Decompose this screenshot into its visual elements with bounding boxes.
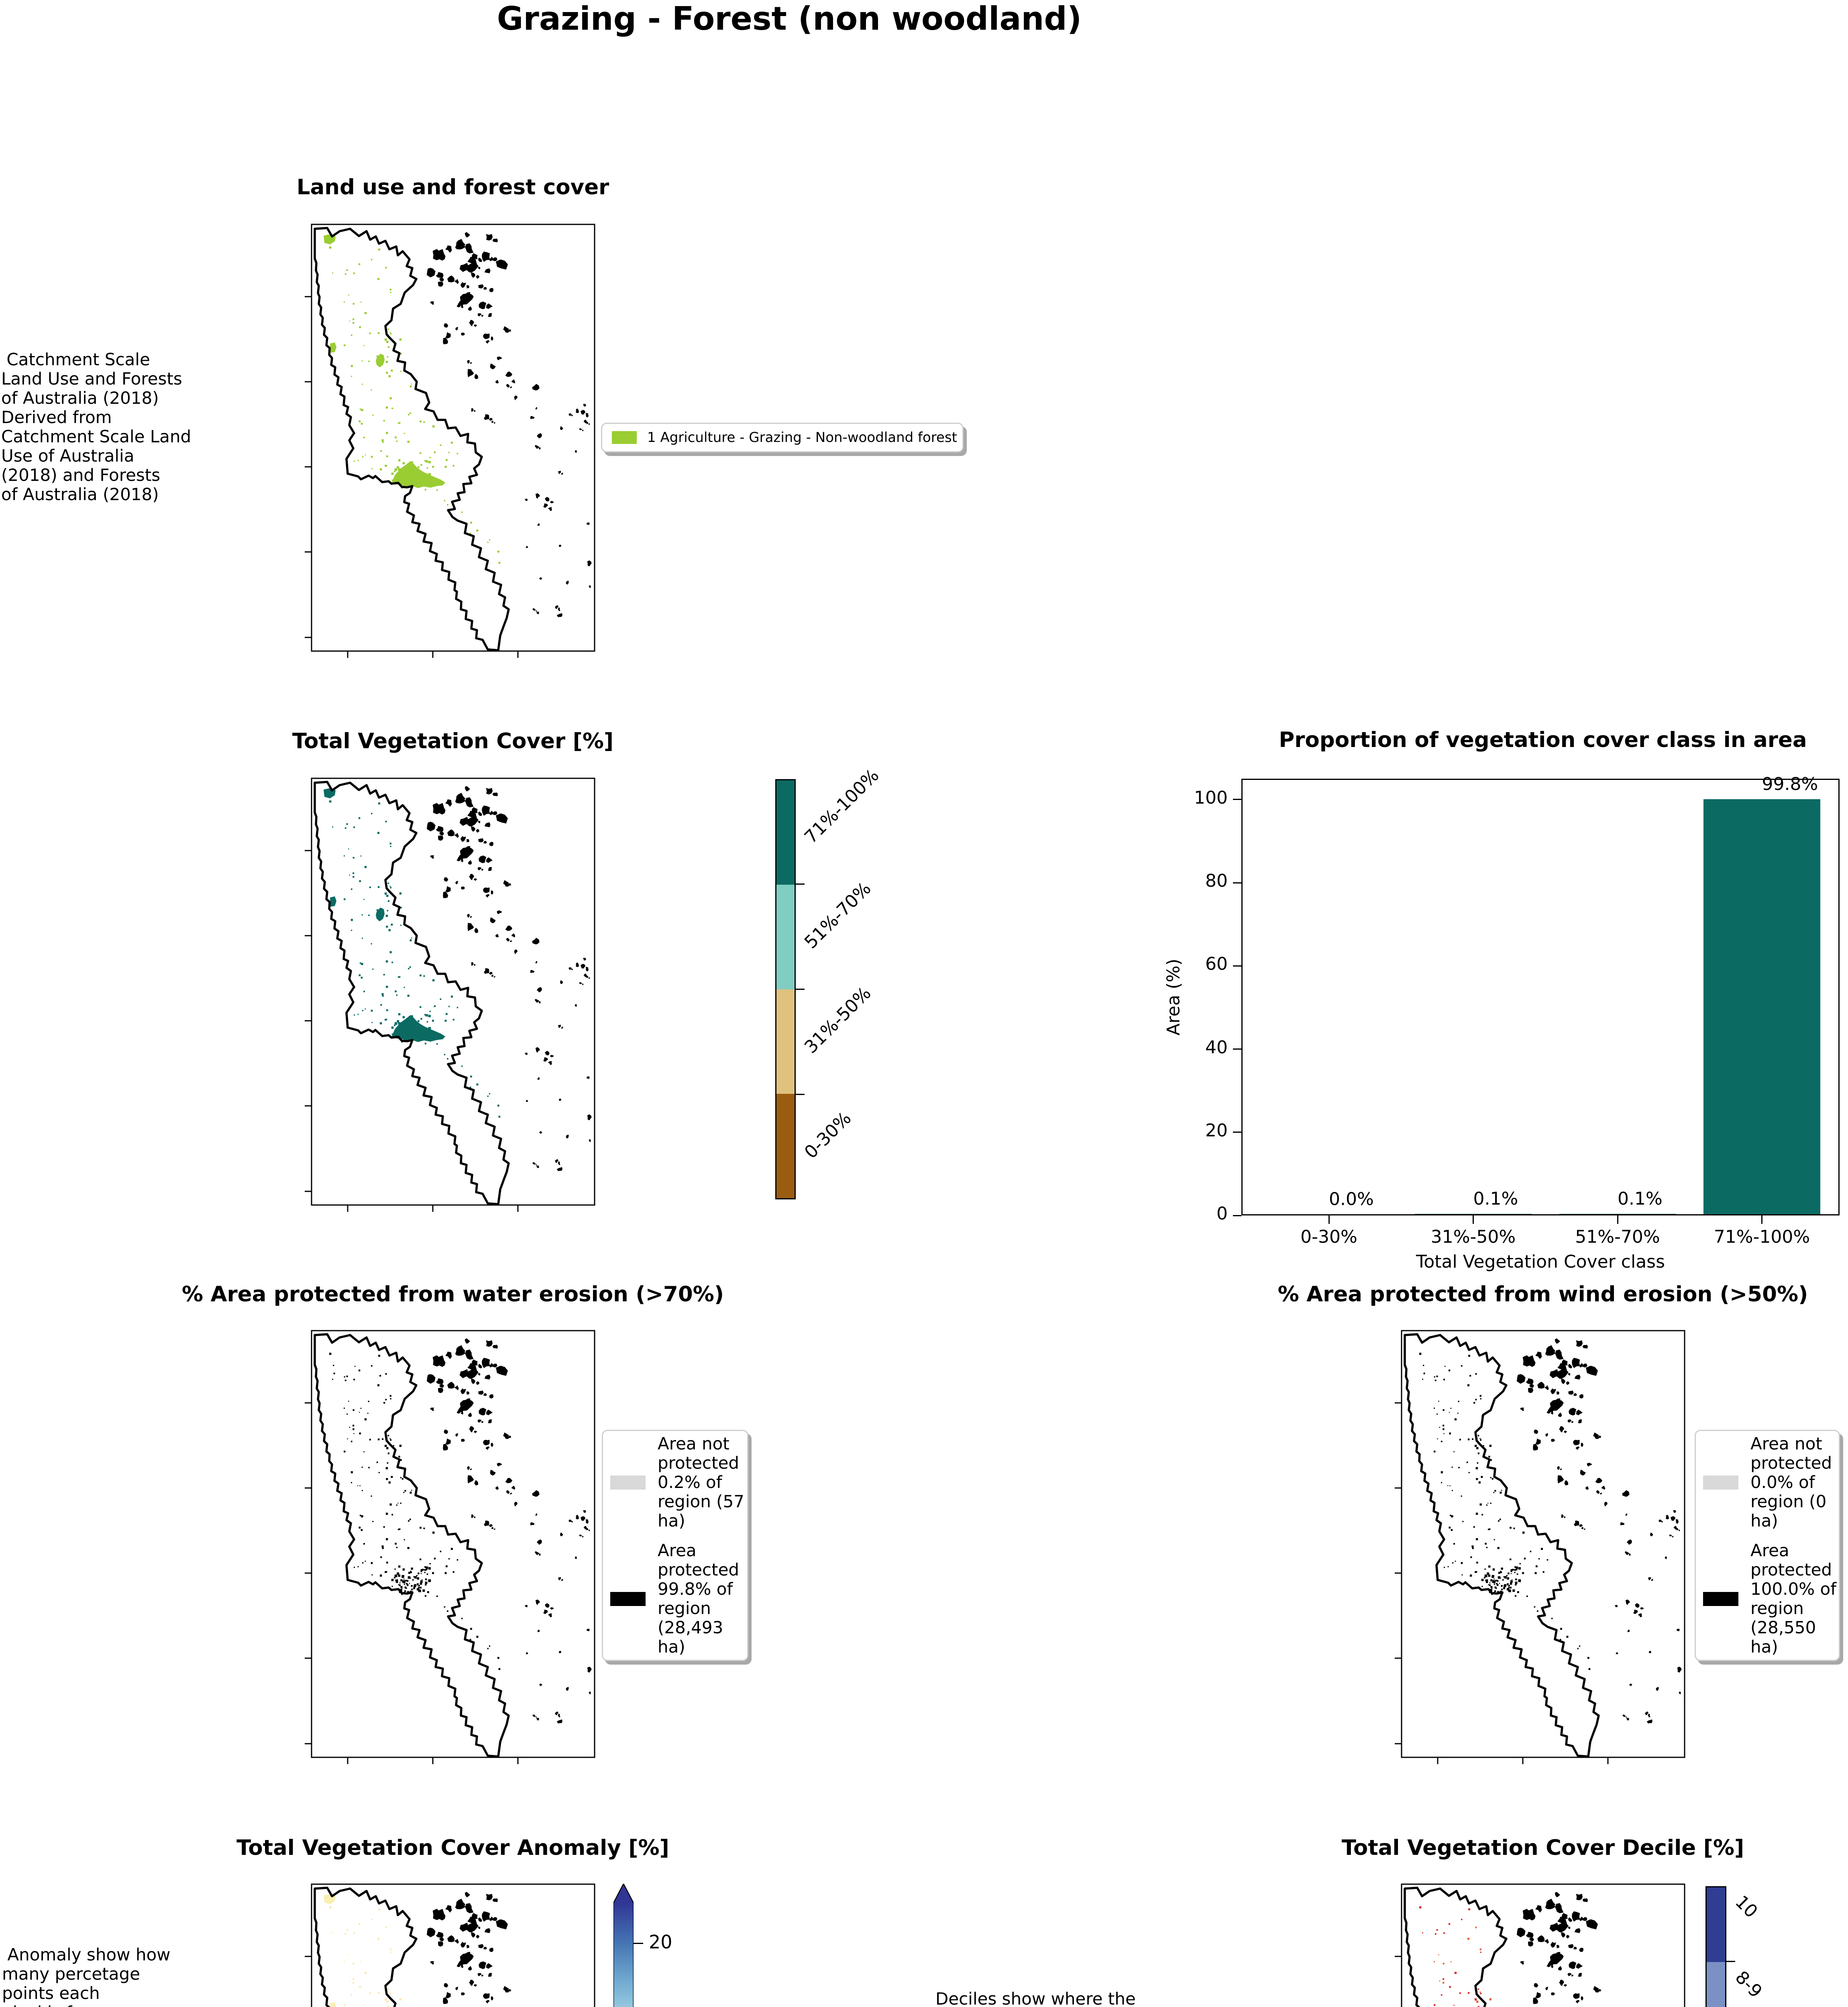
barchart-xtick-mark <box>1617 1215 1618 1224</box>
bar-value-label: 0.0% <box>1329 1189 1374 1209</box>
barchart-xtick-mark <box>1473 1215 1474 1224</box>
page-title: Grazing - Forest (non woodland) <box>497 0 1082 37</box>
anomaly-colorbar-tick: 20 <box>649 1931 672 1953</box>
landuse-legend-swatch <box>612 431 637 444</box>
landuse-caption: Catchment Scale Land Use and Forests of … <box>1 350 192 504</box>
bar-value-label: 0.1% <box>1473 1188 1518 1209</box>
bar-value-label: 0.1% <box>1618 1188 1663 1209</box>
wind-erosion-title: % Area protected from wind erosion (>50%… <box>1278 1282 1808 1307</box>
barchart-xtick: 71%-100% <box>1714 1227 1810 1247</box>
wind-erosion-legend: Area not protected 0.0% of region (0 ha)… <box>1695 1430 1840 1661</box>
vegcover-colorbar-label: 31%-50% <box>800 983 875 1058</box>
vegcover-colorbar-label: 0-30% <box>800 1108 856 1163</box>
landuse-legend: 1 Agriculture - Grazing - Non-woodland f… <box>601 423 964 452</box>
decile-caption: Deciles show where the pixel value lies … <box>935 1989 1136 2007</box>
water-erosion-legend: Area not protected 0.2% of region (57 ha… <box>602 1430 748 1661</box>
vegcover-title: Total Vegetation Cover [%] <box>292 729 614 753</box>
decile-colorbar-label: 10 <box>1731 1891 1762 1922</box>
barchart-ytick-mark <box>1233 965 1241 967</box>
water-erosion-legend-swatch-notprotected <box>610 1475 646 1490</box>
wind-erosion-map <box>1394 1330 1685 1765</box>
vegcover-colorbar-label: 51%-70% <box>800 878 875 953</box>
decile-map <box>1394 1883 1685 2007</box>
barchart-xtick-mark <box>1328 1215 1330 1224</box>
barchart-ytick-mark <box>1233 1048 1241 1050</box>
wind-erosion-legend-label-notprotected: Area not protected 0.0% of region (0 ha) <box>1750 1434 1832 1531</box>
vegcover-colorbar-tick-mark <box>796 989 805 990</box>
barchart-xtick: 0-30% <box>1300 1227 1357 1247</box>
barchart-ytick-mark <box>1233 1215 1241 1216</box>
landuse-title: Land use and forest cover <box>296 175 609 199</box>
barchart-ytick: 80 <box>1205 871 1228 892</box>
barchart-ytick: 20 <box>1205 1120 1228 1141</box>
bar-71%-100% <box>1703 799 1820 1214</box>
landuse-map <box>304 224 595 659</box>
barchart-xtick: 51%-70% <box>1575 1227 1660 1247</box>
barchart-ytick: 60 <box>1205 954 1228 975</box>
barchart-ytick-mark <box>1233 882 1241 883</box>
anomaly-colorbar-tick-mark <box>634 1942 643 1944</box>
water-erosion-legend-label-notprotected: Area not protected 0.2% of region (57 ha… <box>658 1434 745 1531</box>
vegcover-colorbar-tick-mark <box>796 1093 805 1095</box>
water-erosion-map <box>304 1330 595 1765</box>
barchart-ytick-mark <box>1233 1132 1241 1133</box>
wind-erosion-legend-swatch-protected <box>1703 1592 1738 1606</box>
decile-colorbar-tick-mark <box>1726 1961 1735 1962</box>
barchart-title: Proportion of vegetation cover class in … <box>1279 728 1807 752</box>
vegcover-map <box>304 778 595 1213</box>
bar-chart <box>1241 779 1840 1215</box>
barchart-xlabel: Total Vegetation Cover class <box>1416 1252 1665 1272</box>
vegcover-colorbar-label: 71%-100% <box>800 765 883 848</box>
decile-colorbar-label: 8-9 <box>1731 1967 1766 2002</box>
barchart-xtick-mark <box>1761 1215 1762 1224</box>
vegcover-colorbar-tick-mark <box>796 883 805 885</box>
bar-value-label: 99.8% <box>1762 773 1818 794</box>
wind-erosion-legend-label-protected: Area protected 100.0% of region (28,550 … <box>1750 1541 1836 1657</box>
anomaly-map <box>304 1883 595 2007</box>
water-erosion-legend-swatch-protected <box>610 1592 646 1606</box>
wind-erosion-legend-swatch-notprotected <box>1703 1475 1738 1490</box>
barchart-ytick-mark <box>1233 799 1241 800</box>
barchart-ytick: 40 <box>1205 1037 1228 1058</box>
landuse-legend-label: 1 Agriculture - Grazing - Non-woodland f… <box>647 429 958 446</box>
vegcover-colorbar <box>775 779 796 1199</box>
water-erosion-title: % Area protected from water erosion (>70… <box>181 1282 724 1307</box>
water-erosion-legend-label-protected: Area protected 99.8% of region (28,493 h… <box>658 1541 740 1657</box>
barchart-ylabel: Area (%) <box>1163 959 1184 1036</box>
anomaly-caption: Anomaly show how many percetage points e… <box>2 1945 171 2007</box>
anomaly-title: Total Vegetation Cover Anomaly [%] <box>236 1836 669 1860</box>
anomaly-colorbar <box>613 1884 634 2007</box>
barchart-ytick: 100 <box>1194 787 1228 808</box>
barchart-ytick: 0 <box>1216 1203 1228 1224</box>
decile-colorbar <box>1705 1886 1726 2007</box>
barchart-xtick: 31%-50% <box>1430 1227 1516 1247</box>
decile-title: Total Vegetation Cover Decile [%] <box>1341 1836 1744 1860</box>
